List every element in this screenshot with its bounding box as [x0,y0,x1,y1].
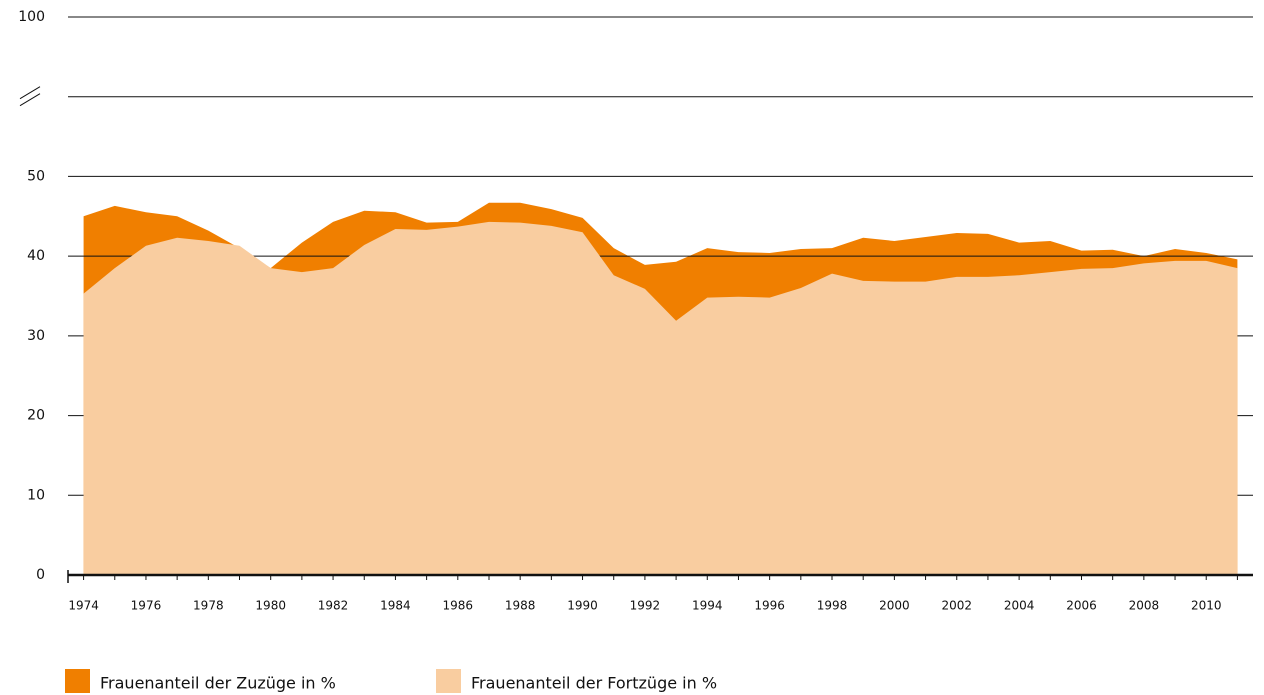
x-tick-label: 2000 [879,599,910,613]
y-tick-label: 40 [27,248,45,264]
axis-layer: 0 10 20 30 40 50 100 1974 1976 1978 1980 1982 1984 19… [18,9,1253,613]
y-tick-label: 20 [27,408,45,424]
front-layer [83,221,1238,575]
x-tick-label: 1976 [131,599,162,613]
x-tick-label: 1974 [68,599,99,613]
x-tick-label: 1982 [318,599,349,613]
x-tick-label: 2002 [941,599,972,613]
x-tick-label: 2008 [1129,599,1160,613]
y-tick-label: 100 [18,9,45,25]
x-tick-label: 1996 [754,599,785,613]
legend-label: Frauenanteil der Fortzüge in % [471,674,717,693]
x-tick-label: 1990 [567,599,598,613]
x-tick-label: 2004 [1004,599,1035,613]
legend-swatch [436,669,461,693]
y-tick-label: 10 [27,487,45,503]
legend-label: Frauenanteil der Zuzüge in % [100,674,336,693]
x-tick-label: 1992 [630,599,661,613]
x-tick-label: 1988 [505,599,536,613]
y-tick-label: 30 [27,328,45,344]
x-tick-label: 1980 [255,599,286,613]
x-tick-label: 2006 [1066,599,1097,613]
y-tick-label: 50 [27,168,45,184]
x-tick-label: 1978 [193,599,224,613]
x-tick-label: 1984 [380,599,411,613]
area [83,221,1238,575]
x-tick-label: 1998 [817,599,848,613]
legend-swatch [65,669,90,693]
axis-break-mark [19,93,41,107]
y-tick-label: 0 [36,567,45,583]
x-tick-label: 2010 [1191,599,1222,613]
x-tick-label: 1986 [443,599,474,613]
x-tick-label: 1994 [692,599,723,613]
axis-break-mark [19,86,41,100]
